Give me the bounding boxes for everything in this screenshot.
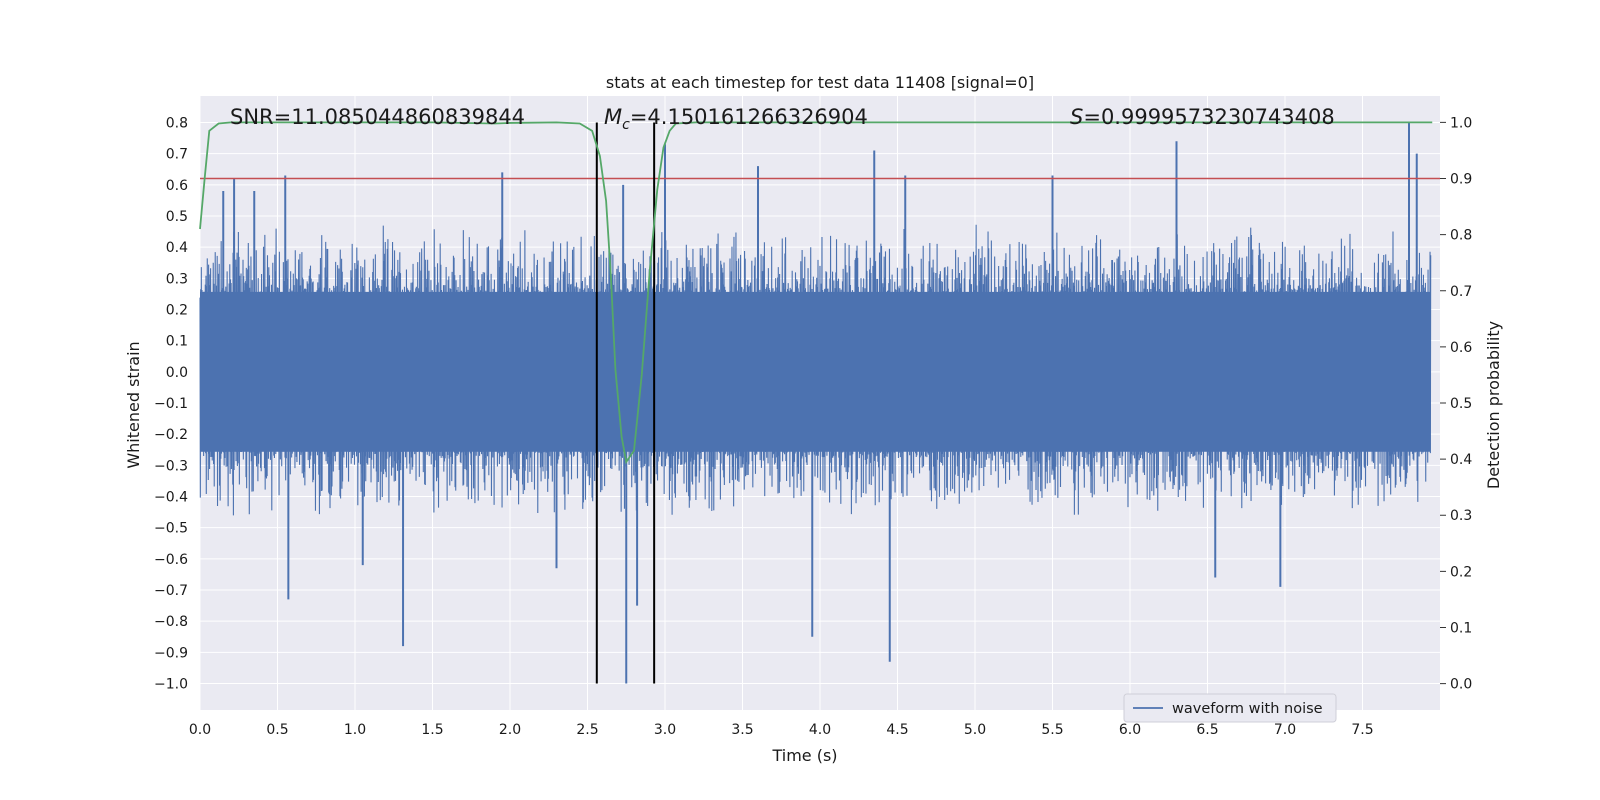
- s-symbol: S: [1070, 105, 1083, 129]
- x-tick-label-1: 0.5: [266, 722, 288, 738]
- waveform-core: [200, 291, 1431, 452]
- y-tick-label-9: −0.1: [154, 396, 188, 412]
- y-tick-label-14: 0.4: [166, 240, 188, 256]
- y2-tick-labels: 0.0 0.1 0.2 0.3 0.4 0.5 0.6 0.7 0.8 0.9 1.0: [1440, 115, 1472, 693]
- y-tick-label-17: 0.7: [166, 147, 188, 163]
- y-tick-label-4: −0.6: [154, 552, 188, 568]
- x-tick-label-11: 5.5: [1041, 722, 1063, 738]
- mc-subscript: c: [622, 117, 630, 133]
- y2-tick-label-2: 0.2: [1450, 564, 1472, 580]
- y2-tick-label-10: 1.0: [1450, 115, 1472, 131]
- mc-symbol: M: [604, 105, 622, 129]
- x-tick-label-12: 6.0: [1119, 722, 1141, 738]
- x-tick-label-10: 5.0: [964, 722, 986, 738]
- y-tick-label-11: 0.1: [166, 334, 188, 350]
- y-tick-label-3: −0.7: [154, 583, 188, 599]
- y-tick-label-10: 0.0: [166, 365, 188, 381]
- y2-tick-label-1: 0.1: [1450, 620, 1472, 636]
- y2-tick-label-6: 0.6: [1450, 340, 1472, 356]
- y-tick-label-13: 0.3: [166, 271, 188, 287]
- y2-tick-label-8: 0.8: [1450, 228, 1472, 244]
- s-value: =0.9999573230743408: [1083, 105, 1334, 129]
- y-axis-label: Whitened strain: [124, 341, 143, 468]
- y-tick-label-2: −0.8: [154, 614, 188, 630]
- x-tick-label-14: 7.0: [1274, 722, 1296, 738]
- y2-tick-label-5: 0.5: [1450, 396, 1472, 412]
- y2-tick-label-4: 0.4: [1450, 452, 1472, 468]
- y2-tick-label-7: 0.7: [1450, 284, 1472, 300]
- x-tick-label-3: 1.5: [421, 722, 443, 738]
- y-tick-label-6: −0.4: [154, 490, 188, 506]
- probability-line: [199, 121, 1433, 465]
- x-tick-label-6: 3.0: [654, 722, 676, 738]
- probability-series: [199, 121, 1433, 465]
- x-tick-label-8: 4.0: [809, 722, 831, 738]
- x-tick-labels: 0.0 0.5 1.0 1.5 2.0 2.5 3.0 3.5 4.0 4.5 5.0 5.5 6.0 6…: [189, 722, 1374, 738]
- y-tick-label-18: 0.8: [166, 115, 188, 131]
- s-annotation: S=0.9999573230743408: [1070, 105, 1335, 129]
- y2-tick-label-3: 0.3: [1450, 508, 1472, 524]
- x-tick-label-15: 7.5: [1351, 722, 1373, 738]
- y2-tick-label-0: 0.0: [1450, 677, 1472, 693]
- y-tick-label-1: −0.9: [154, 645, 188, 661]
- x-tick-label-7: 3.5: [731, 722, 753, 738]
- y2-axis-label: Detection probability: [1484, 321, 1503, 489]
- snr-annotation: SNR=11.085044860839844: [230, 105, 525, 129]
- y-tick-label-0: −1.0: [154, 677, 188, 693]
- legend-box: [1123, 693, 1337, 723]
- x-tick-label-4: 2.0: [499, 722, 521, 738]
- x-tick-label-2: 1.0: [344, 722, 366, 738]
- x-tick-label-9: 4.5: [886, 722, 908, 738]
- y-tick-labels: −1.0 −0.9 −0.8 −0.7 −0.6 −0.5 −0.4 −0.3 −0.2 −0.1…: [154, 115, 188, 692]
- waveform-series: [199, 122, 1432, 684]
- y-tick-label-12: 0.2: [166, 302, 188, 318]
- chart-title: stats at each timestep for test data 114…: [606, 73, 1034, 92]
- legend-label: waveform with noise: [1172, 701, 1323, 717]
- y-tick-label-8: −0.2: [154, 427, 188, 443]
- mc-annotation: Mc=4.150161266326904: [604, 105, 868, 133]
- x-axis-label: Time (s): [771, 746, 837, 765]
- y-tick-label-15: 0.5: [166, 209, 188, 225]
- x-tick-label-13: 6.5: [1196, 722, 1218, 738]
- mc-value: =4.150161266326904: [630, 105, 868, 129]
- y-tick-label-7: −0.3: [154, 458, 188, 474]
- x-tick-label-0: 0.0: [189, 722, 211, 738]
- y-tick-label-5: −0.5: [154, 521, 188, 537]
- legend: waveform with noise: [1123, 693, 1337, 723]
- x-tick-label-5: 2.5: [576, 722, 598, 738]
- y2-tick-label-9: 0.9: [1450, 172, 1472, 188]
- y-tick-label-16: 0.6: [166, 178, 188, 194]
